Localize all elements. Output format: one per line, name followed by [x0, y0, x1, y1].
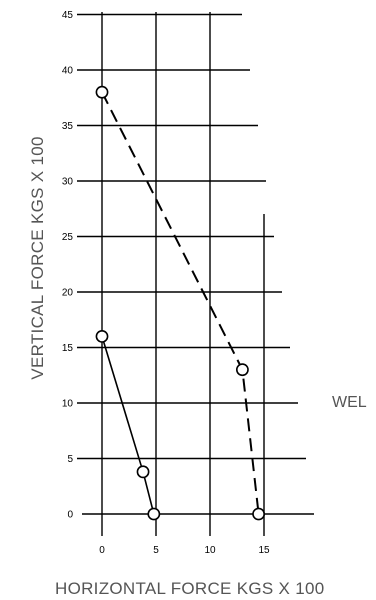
y-tick-label: 20 [62, 288, 74, 299]
x-tick-label: 5 [153, 545, 159, 556]
data-markers [95, 85, 265, 521]
grid [77, 12, 314, 536]
y-tick-labels: 0 5 10 15 20 25 30 35 40 45 [62, 10, 74, 521]
y-tick-label: 15 [62, 343, 74, 354]
data-point-marker [147, 507, 161, 521]
series-line-1 [101, 336, 155, 515]
annotation-label: WEL [332, 394, 367, 411]
series-line-2 [101, 91, 260, 515]
y-tick-label: 0 [67, 510, 73, 521]
y-tick-label: 30 [62, 177, 74, 188]
data-point-marker [235, 363, 249, 377]
y-axis-title: VERTICAL FORCE KGS X 100 [28, 136, 47, 379]
y-tick-label: 40 [62, 66, 74, 77]
y-tick-label: 25 [62, 232, 74, 243]
data-point-marker [252, 507, 265, 521]
x-tick-label: 15 [258, 545, 270, 556]
data-point-marker [136, 465, 150, 479]
x-tick-label: 10 [204, 545, 216, 556]
x-tick-labels: 0 5 10 15 [99, 545, 270, 556]
x-axis-title: HORIZONTAL FORCE KGS X 100 [55, 579, 324, 598]
x-tick-label: 0 [99, 545, 105, 556]
y-tick-label: 10 [62, 399, 74, 410]
data-point-marker [95, 85, 109, 99]
series-lines [101, 91, 260, 515]
y-tick-label: 45 [62, 10, 74, 21]
y-tick-label: 35 [62, 121, 74, 132]
data-point-marker [95, 329, 109, 343]
y-tick-label: 5 [67, 454, 73, 465]
